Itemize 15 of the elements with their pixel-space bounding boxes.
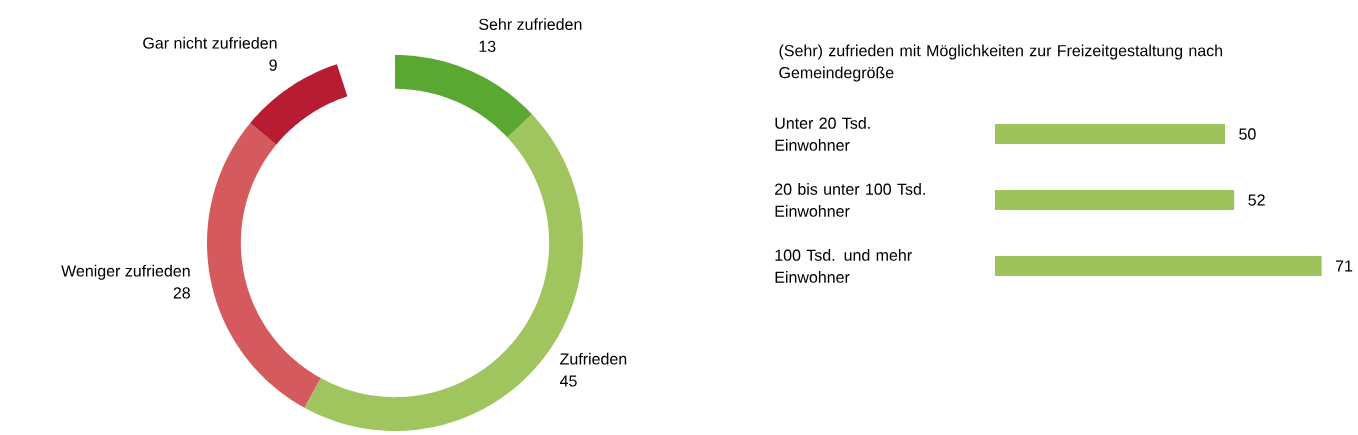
- data-label: 71: [1335, 260, 1353, 272]
- slice-label: Gar nicht zufrieden: [143, 37, 277, 49]
- y-tick-label: 100 Tsd. und mehr Einwohner: [775, 249, 912, 283]
- data-label: 9: [269, 59, 277, 71]
- data-label: 50: [1239, 128, 1256, 140]
- slice-label: Weniger zufrieden: [61, 264, 190, 280]
- chart-title: (Sehr) zufrieden mit Möglichkeiten zur Freizeitgestaltung nach Gemeindegröße: [779, 44, 1223, 82]
- data-label: 52: [1248, 194, 1265, 206]
- y-tick-label: 20 bis unter 100 Tsd. Einwohner: [775, 183, 925, 217]
- data-label: 28: [173, 287, 190, 299]
- slice-label: Sehr zufrieden: [479, 18, 582, 30]
- data-label: 13: [479, 40, 496, 52]
- y-tick-label: Unter 20 Tsd. Einwohner: [775, 117, 870, 151]
- slice-label: Zufrieden: [560, 352, 627, 365]
- data-label: 45: [559, 375, 577, 387]
